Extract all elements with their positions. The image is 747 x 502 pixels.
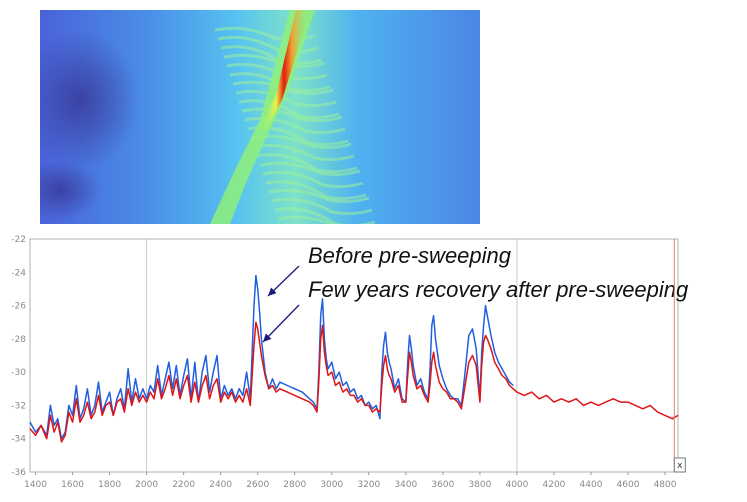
line-chart: 1400 1600 1800 2000 2200 2400 2600 2800 3000 3200…	[11, 235, 689, 490]
arrow-before-head	[268, 287, 277, 296]
x-tick-label: 1800	[98, 480, 121, 490]
series-line-before	[29, 274, 514, 440]
annotation-recovery-after-pre-sweeping: Few years recovery after pre-sweeping	[308, 277, 689, 302]
dune-ripple	[259, 161, 361, 177]
axes: 1400 1600 1800 2000 2200 2400 2600 2800 3000 3200…	[11, 235, 676, 490]
x-tick-label: 3000	[320, 480, 343, 490]
arrow-after	[262, 304, 300, 343]
x-tick-label: 4600	[617, 480, 640, 490]
dune-ripple	[262, 170, 364, 189]
cursor-close-box[interactable]	[673, 457, 686, 473]
dune-ripple	[256, 153, 358, 174]
dune-ripple	[265, 180, 367, 201]
annotation-before-pre-sweeping: Before pre-sweeping	[308, 243, 512, 268]
x-tick-label: 1400	[24, 480, 47, 490]
cursor-close-icon[interactable]: x	[677, 461, 683, 471]
x-tick-label: 2200	[172, 480, 195, 490]
dune-ripple	[271, 197, 373, 216]
series-lines	[29, 274, 679, 443]
bathymetry-heatmap-image	[40, 10, 480, 224]
x-tick-label: 3400	[394, 480, 417, 490]
x-tick-label: 3800	[468, 480, 491, 490]
grid	[29, 238, 679, 473]
dune-ripple	[229, 72, 331, 93]
x-tick-label: 4200	[543, 480, 566, 490]
dune-ripple	[277, 215, 378, 224]
x-tick-label: 3600	[431, 480, 454, 490]
dune-ripple	[217, 35, 319, 54]
y-tick-label: -26	[11, 302, 26, 312]
y-tick-label: -24	[11, 268, 26, 278]
x-tick-label: 2800	[283, 480, 306, 490]
y-tick-label: -34	[11, 435, 26, 445]
y-tick-label: -22	[11, 235, 26, 245]
x-tick-label: 1600	[61, 480, 84, 490]
y-tick-label: -30	[11, 368, 26, 378]
x-tick-label: 2600	[246, 480, 269, 490]
arrow-after-head	[263, 333, 272, 342]
dune-ripple	[235, 89, 337, 108]
y-tick-label: -28	[11, 335, 26, 345]
y-tick-label: -32	[11, 401, 26, 411]
dune-ripple	[238, 99, 340, 120]
y-tick-label: -36	[11, 468, 26, 478]
x-tick-label: 4000	[505, 480, 528, 490]
dune-ripple	[253, 143, 355, 162]
x-tick-label: 4400	[580, 480, 603, 490]
dune-ripple	[241, 107, 343, 123]
x-tick-label: 4800	[654, 480, 677, 490]
x-tick-label: 3200	[357, 480, 380, 490]
cursor: x	[673, 239, 686, 473]
dune-ripple	[232, 80, 334, 96]
plot-area	[29, 238, 679, 473]
dune-ripple	[268, 188, 370, 204]
dune-ripple	[250, 134, 352, 150]
x-tick-label: 2400	[209, 480, 232, 490]
annotations: Before pre-sweeping Few years recovery a…	[262, 243, 689, 343]
series-line-after	[29, 321, 679, 443]
x-tick-label: 2000	[135, 480, 158, 490]
dune-ripple	[274, 207, 376, 224]
